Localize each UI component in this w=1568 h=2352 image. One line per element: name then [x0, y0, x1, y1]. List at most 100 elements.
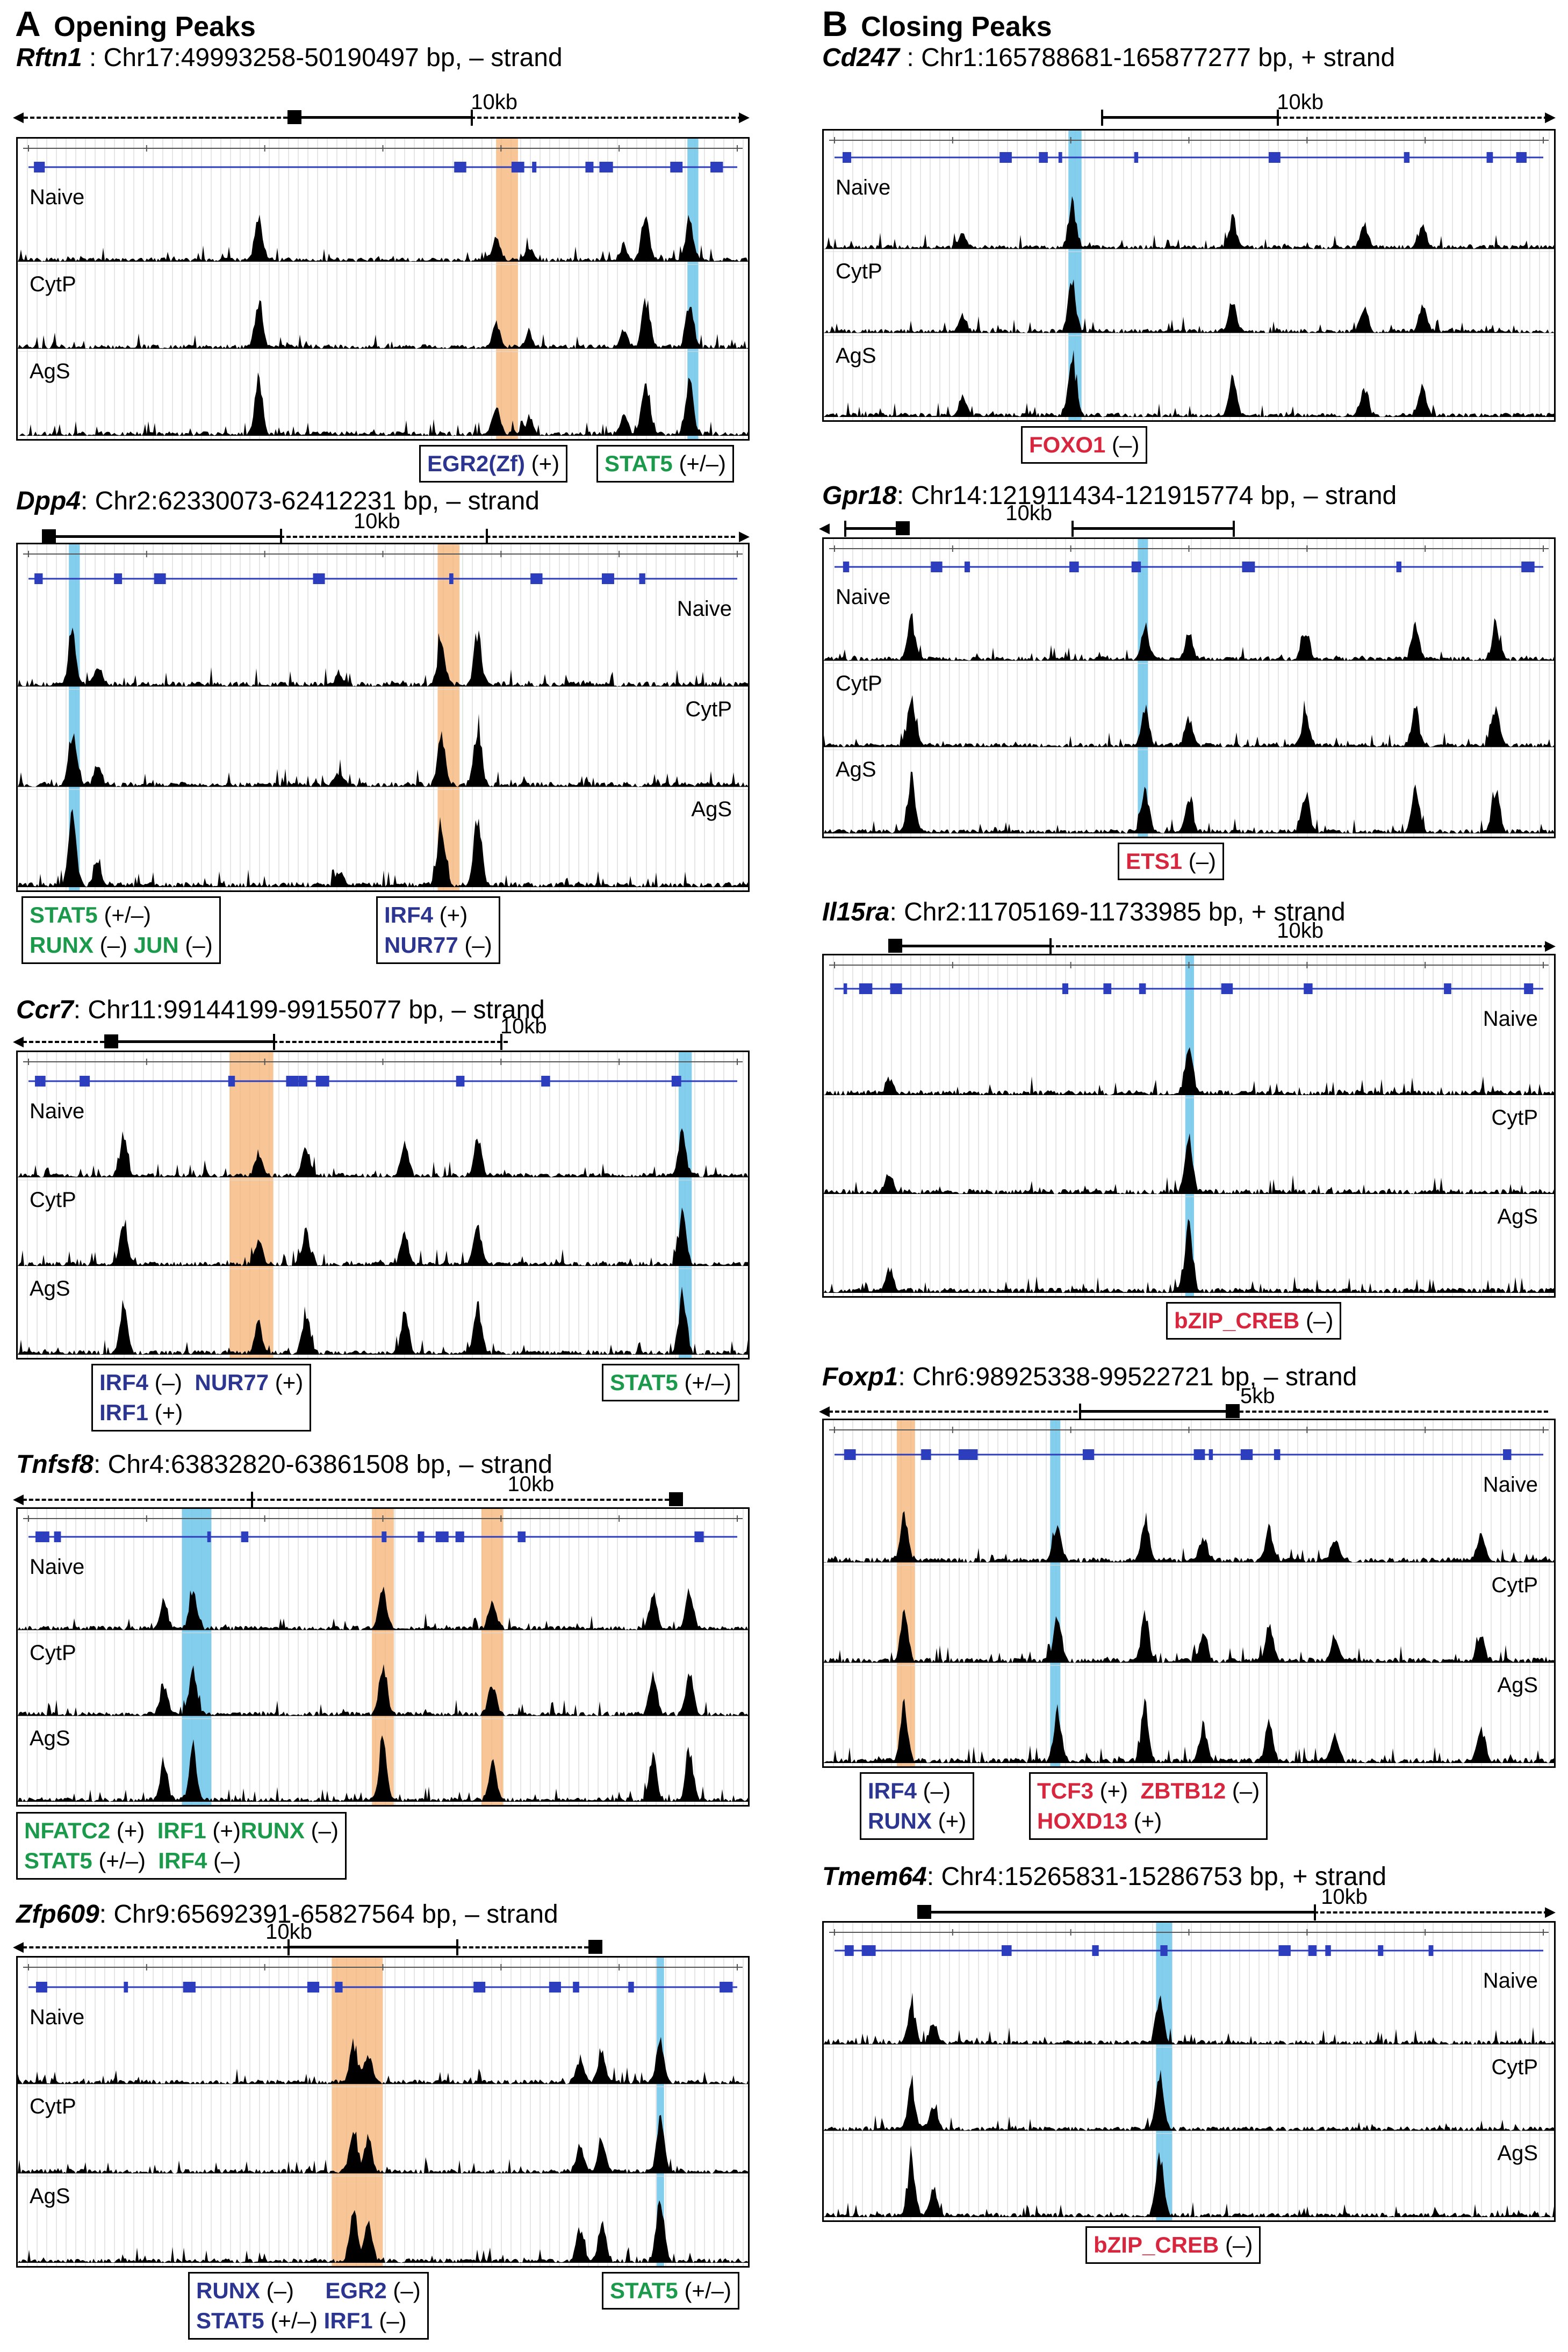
- track-label: AgS: [30, 1277, 70, 1300]
- tf-name: STAT5: [605, 451, 673, 476]
- tf-name: IRF4: [99, 1370, 149, 1395]
- peak-highlight: [69, 544, 80, 890]
- scale-label: 10kb: [500, 1015, 547, 1038]
- section-b-letter: B: [822, 4, 848, 44]
- tf-legend-line: IRF1 (+): [99, 1398, 303, 1428]
- tf-name: TCF3: [1037, 1778, 1094, 1803]
- signal-track-naive: [18, 1586, 748, 1630]
- gene-coordinates: : Chr6:98925338-99522721 bp, – strand: [898, 1363, 1357, 1391]
- peak-highlight: [657, 1958, 664, 2266]
- motif-sign: (+): [206, 1818, 241, 1843]
- tf-name: IRF4: [158, 1848, 207, 1873]
- track-label: CytP: [685, 697, 732, 721]
- tf-legend-box: EGR2(Zf) (+): [419, 445, 568, 483]
- browser-panel-rftn1: Naive CytP AgS: [16, 137, 750, 441]
- tf-legend-line: EGR2(Zf) (+): [427, 449, 559, 479]
- ruler-tick: [1313, 1904, 1316, 1921]
- scale-label: 10kb: [1005, 501, 1052, 525]
- tf-legend-box: NFATC2 (+) IRF1 (+)RUNX (–) STAT5 (+/–) I…: [16, 1812, 347, 1880]
- track-label: Naive: [1483, 1007, 1538, 1031]
- gene-exon: [628, 1982, 634, 1993]
- ruler-end-marker: [668, 1492, 683, 1506]
- signal-track-cytp: [824, 2069, 1554, 2131]
- track-canvas: [824, 1420, 1554, 1766]
- ruler-solid-line: [1071, 527, 1233, 530]
- gene-exon: [532, 162, 537, 172]
- tf-legend-line: IRF4 (+): [384, 900, 492, 930]
- gene-exon: [298, 1076, 307, 1087]
- ruler-tick: [287, 1939, 290, 1955]
- gene-exon: [1209, 1449, 1213, 1460]
- track-label: CytP: [1491, 2055, 1538, 2079]
- gene-exon: [585, 162, 594, 172]
- gene-exon: [161, 573, 166, 584]
- tf-name: STAT5: [196, 2308, 264, 2333]
- tf-legend-box: TCF3 (+) ZBTB12 (–) HOXD13 (+): [1029, 1772, 1268, 1840]
- signal-track-cytp: [824, 1609, 1554, 1663]
- signal-track-ags: [18, 809, 748, 887]
- gene-name: Tnfsf8: [16, 1450, 93, 1479]
- opening-peak-highlight: [481, 1509, 504, 1805]
- gene-title-rftn1: Rftn1 : Chr17:49993258-50190497 bp, – st…: [16, 43, 563, 73]
- ruler-tick: [471, 110, 473, 126]
- track-label: Naive: [1483, 1473, 1538, 1497]
- scale-ruler: ▶ 10kb: [822, 1885, 1556, 1929]
- ruler-dashed-line: [471, 117, 743, 119]
- browser-panel-zfp609: Naive CytP AgS: [16, 1956, 750, 2268]
- gene-name: Gpr18: [822, 481, 897, 510]
- tf-name: EGR2: [325, 2278, 387, 2303]
- signal-track-naive: [18, 627, 748, 687]
- ruler-dashed-line: [822, 1411, 1226, 1413]
- gene-coordinates: : Chr17:49993258-50190497 bp, – strand: [82, 44, 563, 72]
- gene-exon: [1082, 1449, 1095, 1460]
- gene-exon: [1486, 152, 1493, 163]
- gene-exon: [455, 1531, 464, 1542]
- signal-track-cytp: [18, 1664, 748, 1716]
- gene-exon: [473, 1982, 486, 1993]
- gene-exon: [1521, 562, 1535, 572]
- gene-exon: [1069, 562, 1079, 572]
- tf-name: FOXO1: [1029, 432, 1106, 457]
- scale-ruler: ◀ 10kb: [819, 501, 1556, 545]
- motif-sign: (+): [433, 902, 468, 927]
- track-label: AgS: [836, 758, 876, 782]
- gene-name: Foxp1: [822, 1363, 898, 1391]
- ruler-dashed-line: [1313, 1911, 1549, 1914]
- scale-ruler: ▶ 10kb: [822, 90, 1556, 134]
- gene-exon: [124, 1982, 128, 1993]
- tf-name: STAT5: [610, 2278, 678, 2303]
- peak-highlight: [182, 1509, 212, 1805]
- motif-sign: (–): [93, 932, 134, 958]
- track-canvas: [824, 1923, 1554, 2220]
- browser-panel-il15ra: Naive CytP AgS: [822, 954, 1556, 1298]
- gene-exon: [1062, 983, 1069, 994]
- track-label: Naive: [836, 585, 891, 609]
- scale-label: 10kb: [265, 1920, 312, 1944]
- gene-exon: [1524, 983, 1534, 994]
- signal-track-cytp: [18, 714, 748, 787]
- ruler-end-marker: [287, 110, 302, 124]
- motif-sign: (+/–): [264, 2308, 324, 2333]
- ruler-solid-line: [1078, 1410, 1226, 1413]
- browser-panel-tmem64: Naive CytP AgS: [822, 1921, 1556, 2222]
- ruler-tick: [1078, 1404, 1081, 1420]
- gene-exon: [1308, 1945, 1317, 1956]
- ruler-dashed-line: [272, 1041, 508, 1043]
- tf-name: RUNX: [868, 1808, 932, 1833]
- track-label: Naive: [1483, 1969, 1538, 1993]
- tf-legend-line: TCF3 (+) ZBTB12 (–): [1037, 1776, 1260, 1806]
- track-label: CytP: [30, 1188, 76, 1212]
- gene-exon: [549, 1982, 561, 1993]
- scale-ruler: ▶ 10kb: [822, 919, 1556, 963]
- tf-legend-box: STAT5 (+/–): [602, 2272, 739, 2310]
- browser-panel-gpr18: Naive CytP AgS: [822, 537, 1556, 838]
- gene-exon: [842, 152, 852, 163]
- tf-name: bZIP_CREB: [1094, 2232, 1219, 2257]
- track-label: CytP: [836, 260, 882, 284]
- gene-coordinates: : Chr4:63832820-63861508 bp, – strand: [93, 1450, 552, 1479]
- ruler-tick: [280, 529, 283, 545]
- ruler-tick: [456, 1939, 458, 1955]
- motif-sign: (+): [1127, 1808, 1162, 1833]
- gene-exon: [1428, 1945, 1434, 1956]
- gene-exon: [1325, 1945, 1331, 1956]
